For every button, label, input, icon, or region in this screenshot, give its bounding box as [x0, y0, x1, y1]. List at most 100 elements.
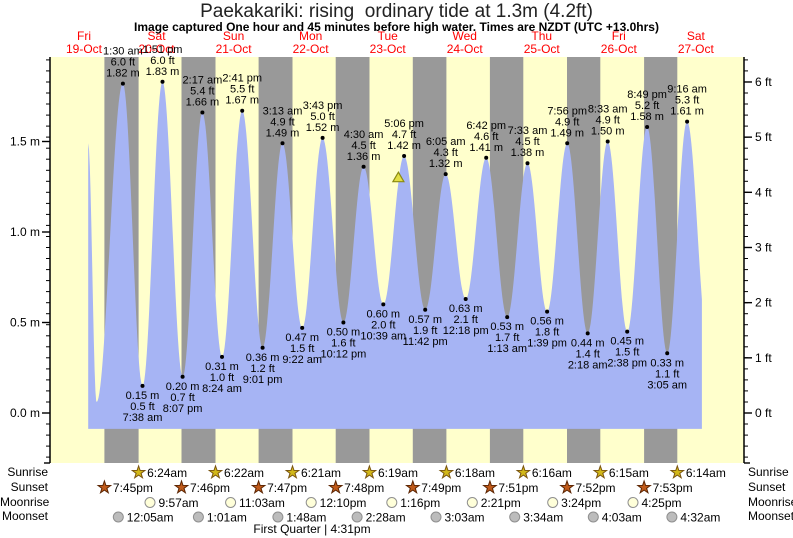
sunrise-time: 6:19am [378, 466, 418, 480]
low-tide-dot [625, 329, 630, 334]
low-tide-label: 0.47 m 1.5 ft 9:22 am [282, 332, 322, 366]
row-label-moonset-right: Moonset [748, 509, 793, 523]
moonrise-time: 4:25pm [641, 496, 681, 510]
low-tide-dot [260, 345, 265, 350]
sunset-time: 7:52pm [576, 481, 616, 495]
sunset-time: 7:48pm [344, 481, 384, 495]
high-tide-label: 2:41 pm 5.5 ft 1.67 m [222, 73, 262, 107]
row-label-sunrise-left: Sunrise [7, 465, 48, 479]
day-date-label: 22-Oct [293, 42, 330, 56]
row-label-sunset-right: Sunset [748, 480, 786, 494]
sunrise-time: 6:24am [147, 466, 187, 480]
moonrise-icon [547, 497, 559, 508]
moonrise-time: 3:24pm [561, 496, 601, 510]
low-tide-dot [505, 315, 510, 320]
y-axis-label-right: 6 ft [755, 75, 772, 89]
low-tide-label: 0.63 m 2.1 ft 12:18 pm [443, 303, 489, 337]
high-tide-label: 7:56 pm 4.9 ft 1.49 m [547, 105, 587, 139]
low-tide-dot [463, 297, 468, 301]
day-label: Sun [223, 29, 244, 43]
moonset-icon [509, 511, 521, 523]
moonset-icon [272, 511, 284, 523]
moonset-time: 1:48am [286, 511, 326, 525]
day-date-label: 24-Oct [447, 42, 484, 56]
sunset-icon [327, 479, 344, 495]
sunrise-time: 6:18am [455, 466, 495, 480]
low-tide-dot [180, 374, 185, 379]
sunset-time: 7:46pm [190, 481, 230, 495]
moonrise-time: 9:57am [158, 496, 198, 510]
sunrise-icon [207, 464, 224, 480]
low-tide-label: 0.31 m 1.0 ft 8:24 am [202, 361, 242, 395]
sunrise-icon [515, 464, 532, 480]
water-area [88, 82, 702, 429]
high-tide-label: 5:06 pm 4.7 ft 1.42 m [384, 118, 424, 152]
moonset-time: 1:01am [207, 511, 247, 525]
y-axis-label-right: 2 ft [755, 296, 772, 310]
moonset-icon [430, 511, 442, 523]
moonset-time: 2:28am [366, 511, 406, 525]
low-tide-dot [545, 309, 550, 314]
low-tide-label: 0.50 m 1.6 ft 10:12 pm [320, 327, 366, 361]
moonrise-icon [144, 497, 156, 508]
y-axis-label-right: 4 ft [755, 185, 772, 199]
day-date-label: 26-Oct [601, 42, 638, 56]
day-label: Sat [148, 29, 167, 43]
sunrise-time: 6:16am [532, 466, 572, 480]
low-tide-dot [140, 383, 145, 388]
sunset-icon [96, 479, 113, 495]
day-label: Fri [612, 29, 626, 43]
low-tide-dot [665, 351, 670, 356]
high-tide-dot [565, 141, 570, 146]
moonrise-time: 12:10pm [320, 496, 367, 510]
sunrise-time: 6:21am [301, 466, 341, 480]
y-axis-label-right: 5 ft [755, 130, 772, 144]
moonrise-time: 1:16pm [400, 496, 440, 510]
high-tide-dot [685, 119, 690, 124]
day-label: Thu [531, 29, 552, 43]
high-tide-dot [240, 108, 245, 113]
sunset-icon [636, 479, 652, 495]
day-date-label: 20-Oct [139, 42, 176, 56]
low-tide-label: 0.45 m 1.5 ft 2:38 pm [607, 336, 647, 370]
moon-phase-note: First Quarter | 4:31pm [253, 522, 371, 536]
high-tide-dot [320, 135, 325, 140]
low-tide-dot [423, 307, 428, 312]
sunrise-time: 6:22am [224, 466, 264, 480]
day-label: Sat [687, 29, 706, 43]
high-tide-label: 6:42 pm 4.6 ft 1.41 m [466, 120, 506, 154]
moonset-time: 4:03am [602, 511, 642, 525]
high-tide-label: 4:30 am 4.5 ft 1.36 m [344, 129, 384, 163]
day-label: Wed [452, 29, 476, 43]
low-tide-label: 0.53 m 1.7 ft 1:13 am [487, 321, 527, 355]
low-tide-label: 0.44 m 1.4 ft 2:18 am [568, 337, 608, 371]
moonset-icon [192, 511, 204, 523]
moonrise-time: 11:03am [239, 496, 285, 510]
low-tide-label: 0.20 m 0.7 ft 8:07 pm [163, 381, 203, 415]
moonset-icon [351, 511, 363, 523]
day-date-label: 27-Oct [678, 42, 715, 56]
moonset-time: 3:34am [523, 511, 563, 525]
moonrise-icon [225, 497, 237, 508]
row-label-sunset-left: Sunset [10, 480, 48, 494]
high-tide-label: 8:33 am 4.9 ft 1.50 m [588, 104, 628, 138]
low-tide-label: 0.33 m 1.1 ft 3:05 am [647, 357, 687, 391]
row-label-moonset-left: Moonset [1, 509, 48, 523]
high-tide-dot [645, 125, 650, 129]
sunset-icon [405, 479, 421, 495]
low-tide-label: 0.57 m 1.9 ft 11:42 pm [403, 314, 448, 348]
day-date-label: 19-Oct [66, 42, 103, 56]
moonrise-time: 2:21pm [481, 496, 521, 510]
low-tide-dot [300, 325, 305, 330]
sunrise-icon [284, 464, 301, 480]
low-tide-label: 0.56 m 1.8 ft 1:39 pm [527, 316, 567, 350]
moonset-icon [112, 511, 124, 523]
high-tide-dot [525, 161, 530, 166]
high-tide-dot [605, 139, 610, 144]
high-tide-label: 8:49 pm 5.2 ft 1.58 m [627, 89, 667, 123]
high-tide-label: 6:05 am 4.3 ft 1.32 m [426, 136, 466, 170]
moonset-icon [666, 511, 678, 523]
sunset-time: 7:53pm [653, 481, 693, 495]
moonset-time: 12:05am [127, 511, 174, 525]
low-tide-label: 0.15 m 0.5 ft 7:38 am [123, 390, 163, 424]
